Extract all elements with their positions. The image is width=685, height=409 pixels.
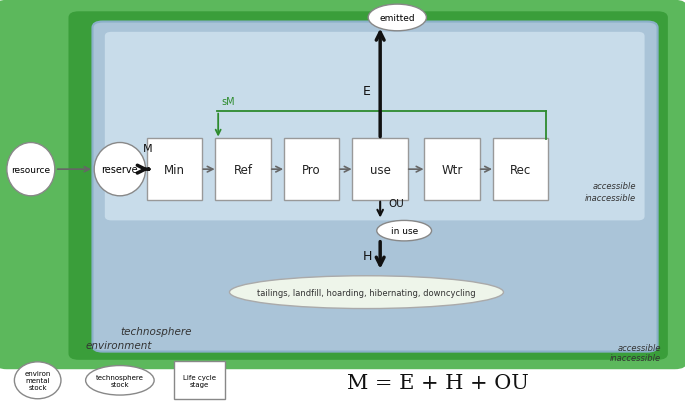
Text: reserve: reserve: [101, 165, 138, 175]
Text: M = E + H + OU: M = E + H + OU: [347, 373, 530, 392]
Ellipse shape: [369, 5, 426, 31]
Text: inaccessible: inaccessible: [584, 194, 636, 203]
Text: environ
mental
stock: environ mental stock: [25, 371, 51, 390]
Text: OU: OU: [388, 199, 404, 209]
FancyBboxPatch shape: [284, 139, 340, 201]
Text: accessible: accessible: [592, 182, 636, 191]
FancyBboxPatch shape: [353, 139, 408, 201]
Text: emitted: emitted: [379, 14, 415, 23]
FancyBboxPatch shape: [0, 1, 685, 369]
FancyBboxPatch shape: [424, 139, 479, 201]
FancyBboxPatch shape: [147, 139, 203, 201]
Ellipse shape: [94, 143, 145, 196]
Text: resource: resource: [11, 165, 51, 174]
Text: Rec: Rec: [510, 163, 532, 176]
Text: accessible: accessible: [617, 343, 661, 352]
Text: Wtr: Wtr: [441, 163, 463, 176]
FancyBboxPatch shape: [215, 139, 271, 201]
FancyBboxPatch shape: [174, 362, 225, 399]
Text: technosphere
stock: technosphere stock: [96, 374, 144, 387]
Text: use: use: [370, 163, 390, 176]
Text: tailings, landfill, hoarding, hibernating, downcycling: tailings, landfill, hoarding, hibernatin…: [257, 288, 476, 297]
Text: Life cycle
stage: Life cycle stage: [183, 374, 216, 387]
FancyBboxPatch shape: [493, 139, 548, 201]
Text: inaccessible: inaccessible: [610, 353, 661, 362]
Ellipse shape: [229, 276, 503, 309]
Text: technosphere: technosphere: [120, 326, 191, 336]
FancyBboxPatch shape: [68, 12, 668, 360]
Text: in use: in use: [390, 227, 418, 236]
FancyBboxPatch shape: [105, 33, 645, 221]
Ellipse shape: [14, 362, 61, 399]
Text: Min: Min: [164, 163, 185, 176]
FancyBboxPatch shape: [92, 22, 658, 352]
Text: environment: environment: [86, 341, 152, 351]
Text: H: H: [363, 249, 373, 262]
Text: sM: sM: [221, 97, 234, 106]
Text: E: E: [362, 85, 371, 98]
Text: Ref: Ref: [234, 163, 253, 176]
Text: M: M: [142, 144, 152, 153]
Ellipse shape: [86, 366, 154, 395]
Ellipse shape: [377, 221, 432, 241]
Text: Pro: Pro: [302, 163, 321, 176]
Ellipse shape: [7, 143, 55, 196]
